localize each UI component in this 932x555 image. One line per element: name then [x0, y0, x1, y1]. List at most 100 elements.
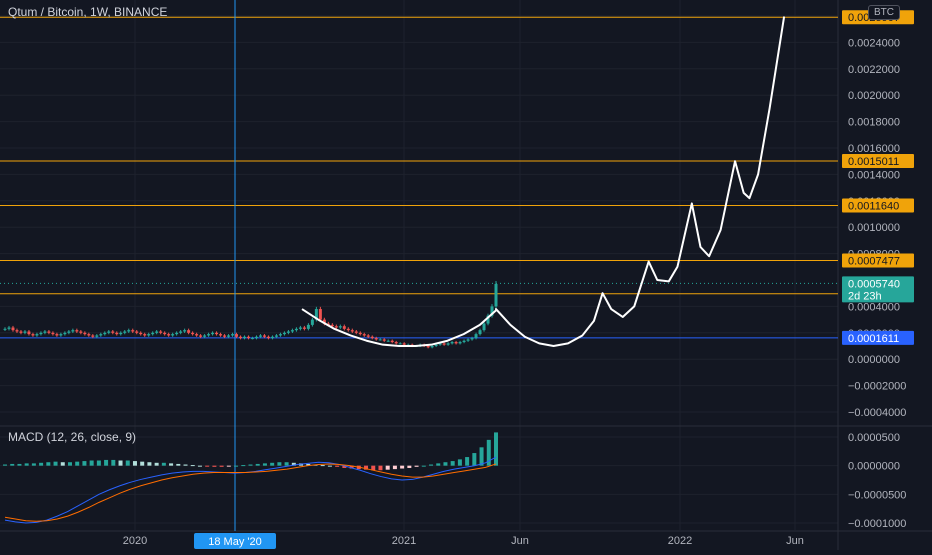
candle-body [354, 331, 358, 333]
macd-hist-bar [248, 464, 253, 466]
candle [91, 334, 95, 339]
level-label-text: 0.0001611 [848, 333, 899, 345]
candle [462, 339, 466, 344]
candle-body [254, 336, 258, 339]
macd-hist-bar [161, 462, 166, 466]
candle [358, 331, 362, 336]
candle-body [199, 335, 203, 337]
candle [342, 324, 346, 331]
candle-body [239, 336, 243, 339]
candle [450, 340, 454, 345]
macd-hist-bar [284, 462, 289, 466]
candle [318, 306, 322, 322]
candle-body [195, 334, 199, 336]
candle [83, 331, 87, 336]
candle [119, 331, 123, 336]
candle-body [75, 330, 79, 332]
candle [274, 334, 278, 339]
macd-hist-bar [335, 465, 340, 467]
candle-body [442, 343, 446, 345]
candle [71, 328, 75, 333]
price-tick-label: 0.0004000 [848, 301, 900, 313]
candle [127, 328, 131, 333]
candle-body [119, 332, 123, 335]
candle [19, 329, 23, 335]
candle-body [3, 328, 7, 330]
macd-hist-bar [183, 464, 188, 466]
candle-body [454, 342, 458, 344]
candle-body [310, 319, 314, 325]
level-label: 0.0011640 [842, 198, 914, 213]
macd-hist-bar [385, 465, 390, 470]
level-label-bg [842, 253, 914, 268]
candle-body [235, 334, 239, 337]
macd-hist-bar [39, 462, 44, 466]
level-label-bg [842, 198, 914, 213]
candle [183, 328, 187, 333]
candle-body [39, 332, 43, 335]
candle [23, 329, 27, 335]
candle [67, 329, 71, 335]
candle-body [346, 328, 350, 331]
level-label: 0.0001611 [842, 330, 914, 345]
macd-hist-bar [457, 459, 462, 466]
level-label-text: 0.0011640 [848, 201, 899, 213]
candle-body [27, 331, 31, 335]
currency-badge[interactable]: BTC [868, 5, 900, 20]
candle-body [378, 339, 382, 341]
macd-hist-bar [291, 462, 296, 466]
candle [482, 321, 486, 332]
macd-hist-bar [96, 460, 101, 466]
candle-body [159, 331, 163, 333]
candle-body [203, 335, 207, 337]
candle-body [298, 327, 302, 329]
macd-hist-bar [219, 465, 224, 467]
candle [159, 329, 163, 335]
macd-hist-bar [479, 447, 484, 466]
candle [486, 313, 490, 326]
candle [398, 342, 402, 345]
candle [43, 329, 47, 335]
candle-body [438, 343, 442, 345]
candle [231, 332, 235, 337]
macd-hist-bar [421, 465, 426, 467]
last-price-bg [842, 276, 914, 303]
candle [103, 331, 107, 336]
macd-hist-bar [75, 461, 80, 466]
macd-hist-bar [197, 465, 202, 467]
macd-hist-bar [205, 465, 210, 467]
macd-hist-bar [176, 463, 181, 466]
candle [111, 329, 115, 335]
candle [247, 335, 251, 340]
candle [31, 332, 35, 337]
candle [123, 329, 127, 335]
candle-body [350, 330, 354, 332]
level-label-text: 0.0007477 [848, 256, 900, 268]
candle-body [171, 334, 175, 336]
candle-body [386, 340, 390, 342]
candle [223, 334, 227, 339]
candle [334, 324, 338, 330]
candle [27, 329, 31, 336]
candle-body [147, 334, 151, 336]
candle-body [306, 324, 310, 329]
candle [11, 325, 15, 332]
candle [75, 328, 79, 333]
price-tick-label: −0.0002000 [848, 381, 906, 393]
candle [382, 338, 386, 342]
price-tick-label: 0.0018000 [848, 117, 900, 129]
macd-hist-bar [400, 465, 405, 469]
candle [239, 335, 243, 340]
candle-body [83, 332, 87, 335]
candle-body [318, 309, 322, 320]
macd-hist-bar [450, 461, 455, 466]
candle [446, 342, 450, 346]
candle [107, 329, 111, 335]
candle-body [139, 332, 143, 335]
candle-body [338, 326, 342, 328]
candle-body [258, 335, 262, 337]
candle-body [15, 330, 19, 332]
